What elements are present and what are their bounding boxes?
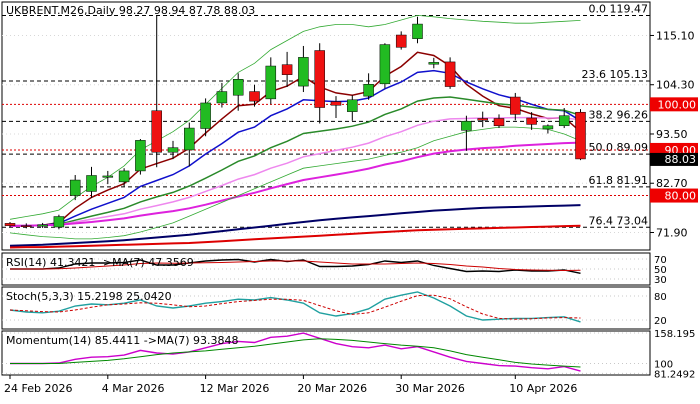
pane2-tick-label-0: 158.195 [654, 329, 695, 340]
fib-label-5: 76.4 73.04 [589, 214, 648, 227]
fib-label-4: 61.8 81.91 [589, 174, 648, 187]
date-tick-label-2: 12 Mar 2026 [200, 382, 270, 395]
level-tag-label-6: 100.00 [658, 98, 697, 111]
ma-line-bollinger_upper [9, 14, 581, 220]
pane0-series-1 [10, 260, 581, 272]
candle-body-26 [428, 62, 440, 65]
moving-averages [9, 14, 581, 249]
pane2-tick-label-2: 81.2492 [654, 369, 695, 380]
ma-line-ema30 [10, 116, 581, 226]
candle-body-33 [542, 125, 554, 130]
candle-body-15 [249, 91, 260, 102]
pane1-tick-label-0: 80 [654, 292, 667, 303]
candle-body-13 [216, 91, 228, 104]
candle-body-5 [86, 175, 97, 192]
main-header-text: UKBRENT.M26,Daily 98.27 98.94 87.78 88.0… [6, 4, 255, 17]
pane0-tick-label-0: 70 [654, 255, 667, 266]
candle-body-0 [4, 223, 16, 226]
ma-line-bollinger_lower [9, 126, 581, 240]
ma-line-ema20 [10, 96, 581, 226]
candle-body-17 [281, 64, 293, 75]
candle-body-28 [461, 120, 472, 131]
date-tick-label-3: 20 Mar 2026 [297, 382, 367, 395]
pane1-series-0 [9, 291, 581, 323]
candle-body-9 [151, 110, 162, 153]
candle-body-34 [558, 115, 570, 127]
stoch-pane-frame [1, 286, 651, 330]
pane1-series-1 [9, 294, 581, 320]
candle-body-27 [444, 61, 456, 87]
candle-body-22 [363, 84, 374, 97]
date-tick-label-4: 30 Mar 2026 [395, 382, 465, 395]
main-pane-frame [1, 1, 651, 251]
candle-body-32 [526, 117, 537, 125]
price-tick-label-3: 82.70 [656, 177, 688, 190]
price-axis: 115.10 104.30 93.50 82.70 71.90 [650, 29, 695, 239]
pane0-tick-label-1: 50 [654, 265, 667, 276]
date-tick-label-1: 4 Mar 2026 [102, 382, 165, 395]
pane2-series-1 [10, 338, 581, 368]
candle-body-11 [184, 127, 195, 151]
ma-line-ema5 [10, 51, 581, 226]
momentum-pane-frame [1, 330, 651, 376]
candle-body-14 [232, 79, 244, 96]
candle-body-25 [412, 23, 423, 39]
candle-body-35 [575, 111, 586, 160]
fib-label-2: 38.2 96.26 [589, 108, 648, 121]
candle-body-31 [510, 96, 521, 115]
stoch-header-text: Stoch(5,3,3) 15.2198 25.0420 [6, 290, 172, 303]
pane1-tick-label-1: 20 [654, 316, 667, 327]
fib-label-1: 23.6 105.13 [582, 68, 648, 81]
fib-label-3: 50.0 89.09 [589, 141, 648, 154]
candle-body-23 [379, 44, 391, 85]
price-tick-label-0: 115.10 [656, 29, 695, 42]
pane2-tick-label-1: 100 [654, 360, 673, 371]
candle-body-30 [493, 118, 505, 127]
candle-body-2 [37, 224, 48, 227]
candle-body-3 [53, 216, 65, 228]
candle-body-29 [477, 118, 488, 121]
main-grid [2, 34, 650, 233]
candle-body-4 [69, 179, 81, 196]
fib-label-0: 0.0 119.47 [589, 3, 648, 16]
ma-line-ema100 [9, 204, 581, 247]
horizontal-levels: 0.0 119.47 23.6 105.13 38.2 96.26 50.0 89.0… [2, 3, 650, 228]
candle-body-1 [21, 225, 32, 227]
ma-line-ema10 [10, 69, 581, 226]
candle-body-16 [265, 65, 277, 100]
level-tag-label-8: 80.00 [665, 190, 697, 203]
current-price-label: 88.03 [665, 153, 697, 166]
ma-line-ema200 [9, 224, 581, 249]
pane0-tick-label-2: 30 [654, 275, 667, 286]
momentum-header-text: Momentum(14) 85.4411 ->MA(7) 93.3848 [6, 334, 239, 347]
candle-body-19 [314, 50, 325, 108]
candle-body-6 [102, 175, 114, 178]
candle-body-10 [167, 147, 179, 153]
current-price-box [650, 152, 698, 166]
price-tick-label-2: 93.50 [656, 128, 688, 141]
level-tag-box-8 [650, 188, 698, 203]
ma-line-ema55 [9, 141, 581, 228]
candle-body-24 [395, 34, 407, 48]
candle-body-20 [330, 101, 342, 106]
date-tick-label-0: 24 Feb 2026 [4, 382, 72, 395]
candle-body-21 [347, 99, 358, 112]
price-tick-label-1: 104.30 [656, 79, 695, 92]
level-tag-box-6 [650, 97, 698, 112]
price-tick-label-4: 71.90 [656, 226, 688, 239]
date-axis: 24 Feb 2026 4 Mar 2026 12 Mar 2026 20 Mar 2… [4, 375, 577, 395]
candlesticks [4, 15, 586, 230]
date-tick-label-5: 10 Apr 2026 [509, 382, 577, 395]
candle-body-7 [118, 170, 130, 183]
candle-body-8 [135, 140, 146, 172]
candle-body-18 [298, 57, 309, 87]
pane2-series-0 [10, 332, 581, 372]
candle-body-12 [200, 102, 211, 129]
rsi-header-text: RSI(14) 41.3421 ->MA(7) 47.3569 [6, 256, 194, 269]
